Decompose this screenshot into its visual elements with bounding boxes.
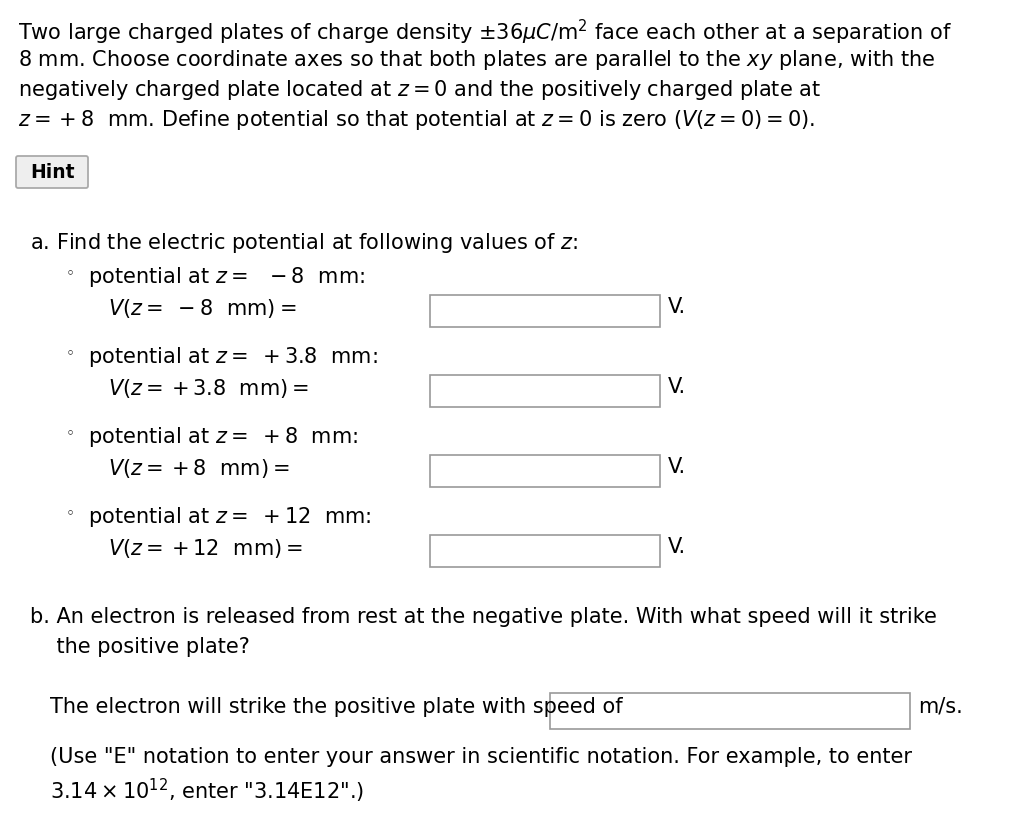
Text: $3.14 \times 10^{12}$, enter "3.14E12".): $3.14 \times 10^{12}$, enter "3.14E12".) [50,777,365,805]
Text: $V(z =\ -8\ \ \mathrm{mm}) =$: $V(z =\ -8\ \ \mathrm{mm}) =$ [108,297,297,320]
Text: $V(z = +8\ \ \mathrm{mm}) =$: $V(z = +8\ \ \mathrm{mm}) =$ [108,457,290,480]
Text: b. An electron is released from rest at the negative plate. With what speed will: b. An electron is released from rest at … [30,607,937,627]
Text: 8 mm. Choose coordinate axes so that both plates are parallel to the $xy$ plane,: 8 mm. Choose coordinate axes so that bot… [18,48,935,72]
Text: (Use "E" notation to enter your answer in scientific notation. For example, to e: (Use "E" notation to enter your answer i… [50,747,912,767]
Text: Two large charged plates of charge density $\pm 36\mu C/\mathrm{m}^2$ face each : Two large charged plates of charge densi… [18,18,952,47]
Text: V.: V. [668,537,686,557]
Text: potential at $z =\ \ -8\ \ \mathrm{mm}$:: potential at $z =\ \ -8\ \ \mathrm{mm}$: [88,265,365,289]
Text: a. Find the electric potential at following values of $z$:: a. Find the electric potential at follow… [30,231,578,255]
Text: V.: V. [668,377,686,397]
Text: negatively charged plate located at $z = 0$ and the positively charged plate at: negatively charged plate located at $z =… [18,78,821,102]
Text: ◦: ◦ [66,346,75,361]
Text: The electron will strike the positive plate with speed of: The electron will strike the positive pl… [50,697,623,717]
Text: $V(z = +12\ \ \mathrm{mm}) =$: $V(z = +12\ \ \mathrm{mm}) =$ [108,537,303,560]
Text: potential at $z =\ +12\ \ \mathrm{mm}$:: potential at $z =\ +12\ \ \mathrm{mm}$: [88,505,372,529]
FancyBboxPatch shape [430,455,660,487]
Text: Hint: Hint [30,163,75,182]
Text: ◦: ◦ [66,506,75,521]
Text: V.: V. [668,297,686,317]
FancyBboxPatch shape [550,693,910,729]
Text: ◦: ◦ [66,266,75,281]
Text: $z = +8\ \ \mathrm{mm}$. Define potential so that potential at $z = 0$ is zero $: $z = +8\ \ \mathrm{mm}$. Define potentia… [18,108,815,132]
Text: $V(z = +3.8\ \ \mathrm{mm}) =$: $V(z = +3.8\ \ \mathrm{mm}) =$ [108,377,309,400]
Text: ◦: ◦ [66,426,75,441]
Text: potential at $z =\ +8\ \ \mathrm{mm}$:: potential at $z =\ +8\ \ \mathrm{mm}$: [88,425,358,449]
FancyBboxPatch shape [430,295,660,327]
Text: potential at $z =\ +3.8\ \ \mathrm{mm}$:: potential at $z =\ +3.8\ \ \mathrm{mm}$: [88,345,378,369]
Text: V.: V. [668,457,686,477]
Text: m/s.: m/s. [918,697,963,717]
FancyBboxPatch shape [16,156,88,188]
FancyBboxPatch shape [430,535,660,567]
FancyBboxPatch shape [430,375,660,407]
Text: the positive plate?: the positive plate? [30,637,250,657]
